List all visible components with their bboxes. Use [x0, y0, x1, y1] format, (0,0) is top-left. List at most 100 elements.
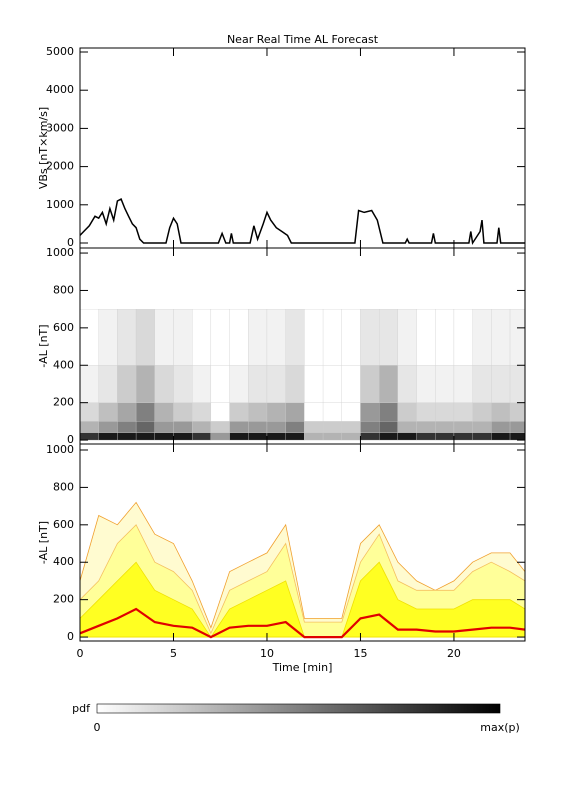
heat-cell [135, 402, 155, 422]
heat-cell [135, 421, 155, 433]
heat-cell [435, 309, 455, 366]
heat-cell [154, 309, 174, 366]
heat-cell [453, 365, 473, 403]
heat-cell [379, 402, 399, 422]
heat-cell [173, 432, 193, 441]
heat-cell [117, 421, 137, 433]
plot-frame [79, 443, 526, 642]
heat-cell [98, 432, 118, 441]
heat-cell [229, 432, 249, 441]
y-axis-label: -AL [nT] [37, 324, 50, 367]
heat-cell [154, 432, 174, 441]
heat-cell [79, 432, 99, 441]
heat-cell [173, 421, 193, 433]
heat-cell [341, 432, 361, 441]
heat-cell [98, 309, 118, 366]
heat-cell [341, 421, 361, 433]
x-axis-label: Time [min] [272, 661, 333, 674]
y-tick-label: 0 [67, 236, 74, 249]
heat-cell [472, 402, 492, 422]
heat-cell [173, 402, 193, 422]
x-tick-label: 0 [77, 647, 84, 660]
y-axis-label: VBs [nT×km/s] [37, 107, 50, 189]
heat-cell [285, 365, 305, 403]
heat-cell [285, 421, 305, 433]
heat-cell [192, 365, 212, 403]
heat-cell [379, 421, 399, 433]
y-tick-label: 800 [53, 283, 74, 296]
heat-cell [266, 309, 286, 366]
heat-cell [285, 402, 305, 422]
heat-cell [79, 402, 99, 422]
heat-cell [248, 309, 268, 366]
heat-cell [248, 421, 268, 433]
colorbar [96, 703, 501, 714]
heat-cell [285, 432, 305, 441]
y-tick-label: 4000 [46, 83, 74, 96]
heat-cell [491, 309, 511, 366]
heat-cell [453, 432, 473, 441]
heat-cell [416, 432, 436, 441]
heat-cell [472, 421, 492, 433]
y-tick-label: 800 [53, 480, 74, 493]
heat-cell [192, 402, 212, 422]
heat-cell [173, 309, 193, 366]
y-axis-label: -AL [nT] [37, 521, 50, 564]
heat-cell [472, 365, 492, 403]
heat-cell [304, 402, 324, 422]
y-tick-label: 0 [67, 630, 74, 643]
heat-cell [416, 402, 436, 422]
heat-cell [229, 421, 249, 433]
heat-cell [154, 365, 174, 403]
heat-cell [229, 365, 249, 403]
heat-cell [135, 309, 155, 366]
y-tick-label: 1000 [46, 198, 74, 211]
y-tick-label: 400 [53, 358, 74, 371]
heat-cell [397, 365, 417, 403]
heat-cell [229, 402, 249, 422]
heat-cell [435, 432, 455, 441]
heat-cell [509, 309, 526, 366]
heat-cell [435, 365, 455, 403]
x-tick-label: 10 [260, 647, 274, 660]
heat-cell [229, 309, 249, 366]
x-tick-label: 5 [170, 647, 177, 660]
heat-cell [416, 365, 436, 403]
heat-cell [379, 432, 399, 441]
median-line [79, 607, 526, 639]
chart-title: Near Real Time AL Forecast [227, 33, 379, 46]
heat-cell [98, 402, 118, 422]
heat-cell [285, 309, 305, 366]
y-tick-label: 400 [53, 555, 74, 568]
heat-cell [341, 309, 361, 366]
heat-cell [266, 421, 286, 433]
heat-cell [304, 432, 324, 441]
heat-cell [79, 421, 99, 433]
heat-cell [360, 421, 380, 433]
heat-cell [304, 421, 324, 433]
heat-cell [266, 402, 286, 422]
heat-cell [397, 432, 417, 441]
heat-cell [154, 402, 174, 422]
y-tick-label: 2000 [46, 160, 74, 173]
heat-cell [509, 402, 526, 422]
heat-cell [210, 421, 230, 433]
y-tick-label: 0 [67, 433, 74, 446]
heat-cell [248, 365, 268, 403]
heat-cell [266, 365, 286, 403]
y-tick-label: 3000 [46, 121, 74, 134]
heat-cell [416, 309, 436, 366]
heat-cell [322, 365, 342, 403]
heat-cell [379, 309, 399, 366]
y-tick-label: 5000 [46, 45, 74, 58]
y-tick-label: 1000 [46, 443, 74, 456]
heat-cell [98, 421, 118, 433]
heat-cell [79, 365, 99, 403]
heat-cell [360, 402, 380, 422]
heat-cell [491, 402, 511, 422]
heat-cell [322, 432, 342, 441]
heat-cell [491, 432, 511, 441]
heat-cell [266, 432, 286, 441]
heat-cell [453, 309, 473, 366]
